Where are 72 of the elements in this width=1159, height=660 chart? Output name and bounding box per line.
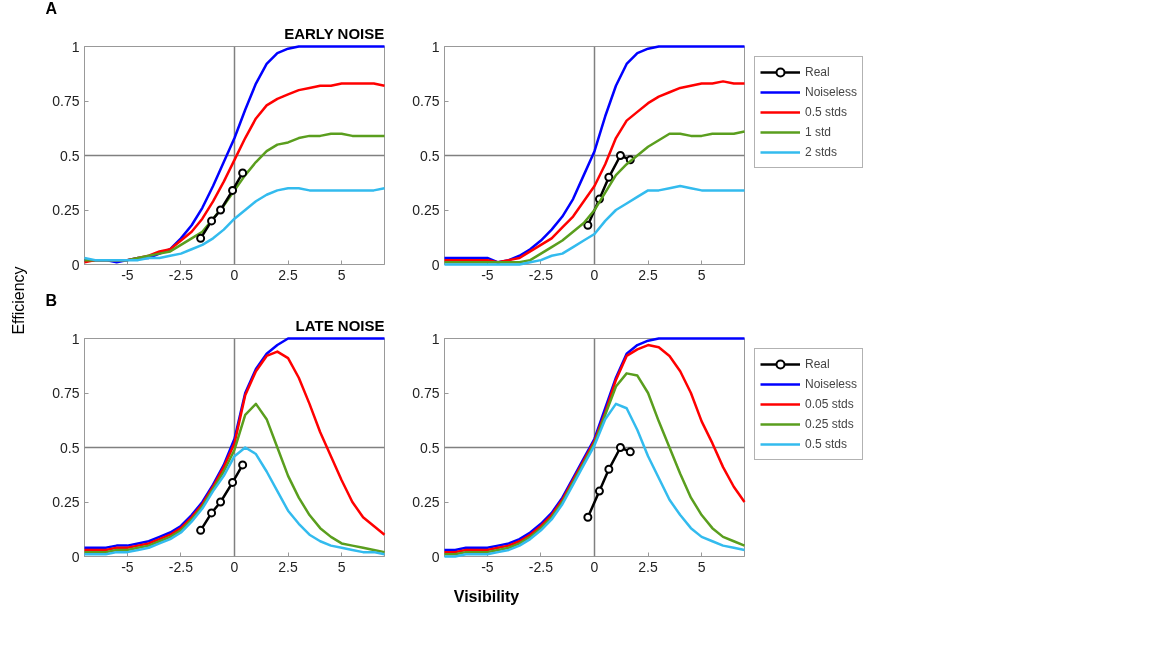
legend-label: 1 std [805, 125, 832, 139]
x-tick-label: 0 [590, 558, 599, 575]
point [583, 220, 593, 230]
point [207, 508, 217, 518]
point [196, 525, 206, 535]
y-tick-label: 0.75 [412, 385, 440, 401]
x-tick-label: 2.5 [278, 558, 299, 575]
legend-label: Noiseless [805, 85, 858, 99]
y-axis-title: Efficiency [10, 266, 27, 335]
text: B [45, 292, 58, 309]
x-tick-label: 2.5 [638, 558, 659, 575]
point [604, 464, 614, 474]
line-series [443, 45, 746, 264]
y-tick-label: 0.5 [420, 147, 440, 164]
x-tick-label: -5 [121, 266, 134, 283]
x-tick-label: -5 [481, 266, 494, 283]
x-tick-label: -5 [481, 558, 494, 575]
point [615, 151, 625, 160]
legend-label: 0.5 stds [805, 437, 848, 451]
y-tick-label: 0.5 [60, 439, 80, 456]
x-tick-label: 5 [337, 266, 346, 283]
chart-title: LATE NOISE [295, 316, 385, 334]
y-tick-label: 0.75 [412, 93, 440, 109]
y-tick-label: 0.25 [52, 494, 80, 510]
point [615, 443, 625, 452]
y-tick-label: 0.75 [52, 385, 80, 401]
point [228, 477, 238, 487]
x-tick-label: -2.5 [168, 266, 194, 283]
y-tick-label: 1 [431, 330, 440, 347]
y-tick-label: 1 [431, 38, 440, 55]
y-tick-label: 0.5 [420, 439, 440, 456]
point [583, 512, 593, 522]
point [594, 486, 604, 496]
chart-title: EARLY NOISE [284, 24, 385, 42]
line-series [443, 184, 746, 266]
text: A [45, 0, 58, 17]
point [238, 460, 248, 470]
x-tick-label: 2.5 [278, 266, 299, 283]
y-tick-label: 1 [71, 38, 80, 55]
x-tick-label: 5 [697, 266, 706, 283]
legend-label: 0.25 stds [805, 417, 854, 431]
legend-label: Real [805, 65, 830, 79]
line-series [443, 80, 746, 264]
y-tick-label: 1 [71, 330, 80, 347]
x-tick-label: 5 [697, 558, 706, 575]
y-tick-label: 0.25 [52, 202, 80, 218]
x-tick-label: -2.5 [528, 558, 554, 575]
x-tick-label: -2.5 [528, 266, 554, 283]
point [216, 497, 226, 507]
line-series [443, 130, 746, 264]
y-tick-label: 0.5 [60, 147, 80, 164]
legend-label: Real [805, 357, 830, 371]
y-tick-label: 0.25 [412, 494, 440, 510]
legend-label: 0.05 stds [805, 397, 854, 411]
x-tick-label: 2.5 [638, 266, 659, 283]
x-tick-label: 0 [230, 558, 239, 575]
x-tick-label: 0 [590, 266, 599, 283]
point [625, 447, 635, 457]
x-tick-label: -2.5 [168, 558, 194, 575]
x-axis-title: Visibility [453, 588, 520, 605]
x-tick-label: 5 [337, 558, 346, 575]
y-tick-label: 0.75 [52, 93, 80, 109]
y-tick-label: 0.25 [412, 202, 440, 218]
legend-label: Noiseless [805, 377, 858, 391]
point [604, 172, 614, 182]
legend-label: 2 stds [805, 145, 838, 159]
line-series [83, 402, 386, 554]
x-tick-label: -5 [121, 558, 134, 575]
legend-label: 0.5 stds [805, 105, 848, 119]
line-series [83, 446, 386, 556]
x-tick-label: 0 [230, 266, 239, 283]
line-series [443, 402, 746, 558]
